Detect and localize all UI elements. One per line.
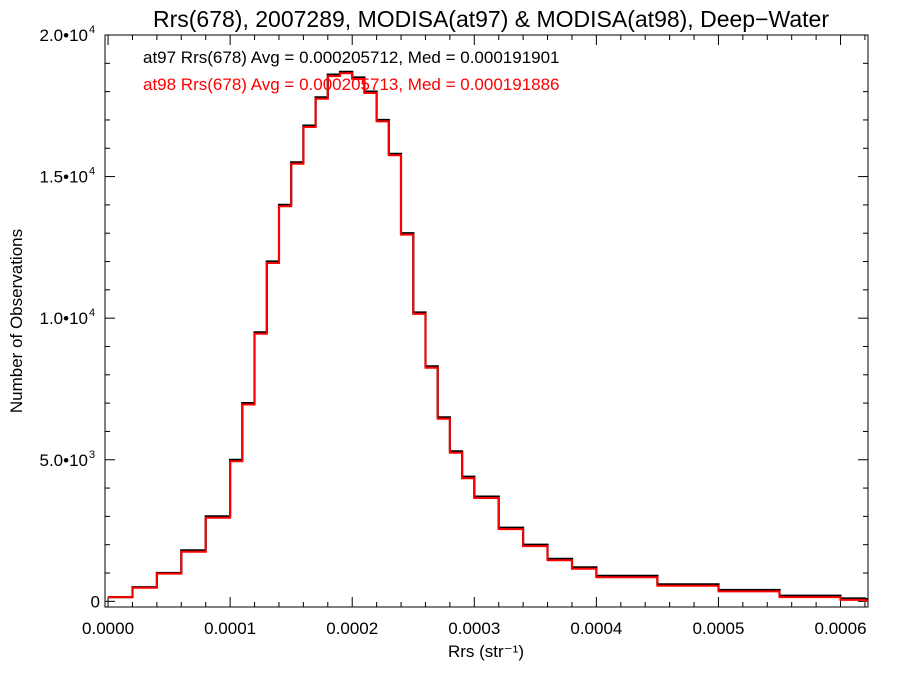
y-tick-exponent: 4: [89, 166, 95, 178]
series-line-1: [108, 72, 868, 602]
plot-frame: [104, 34, 869, 608]
x-tick-label: 0.0000: [82, 619, 134, 638]
x-tick-label: 0.0001: [204, 619, 256, 638]
series-layer: [108, 70, 868, 602]
x-tick-label: 0.0002: [326, 619, 378, 638]
y-tick-label: 5.0•10: [40, 451, 89, 470]
x-axis: 0.0000 0.0001 0.0002 0.0003 0.0004 0.0005 0.00…: [82, 35, 867, 638]
series-line-0: [108, 70, 868, 601]
x-tick-label: 0.0004: [570, 619, 622, 638]
y-tick-label: 1.5•10: [40, 168, 89, 187]
y-tick-mantissa: 0: [91, 592, 100, 611]
annotation-1: at98 Rrs(678) Avg = 0.000205713, Med = 0…: [143, 75, 560, 94]
y-tick-exponent: 4: [89, 307, 95, 319]
annotation-0: at97 Rrs(678) Avg = 0.000205712, Med = 0…: [143, 48, 560, 67]
y-tick-mantissa: 1.5•10: [40, 168, 89, 187]
y-tick-mantissa: 2.0•10: [40, 26, 89, 45]
y-tick-mantissa: 5.0•10: [40, 451, 89, 470]
y-tick-label: 0: [91, 592, 100, 611]
x-tick-label: 0.0006: [815, 619, 867, 638]
x-tick-label: 0.0003: [448, 619, 500, 638]
y-tick-mantissa: 1.0•10: [40, 309, 89, 328]
x-axis-label: Rrs (str⁻¹): [448, 642, 524, 661]
y-axis: 05.0•10 31.0•10 41.5•10 42.0•10 4: [40, 24, 868, 611]
y-tick-exponent: 3: [89, 449, 95, 461]
y-tick-exponent: 4: [89, 24, 95, 36]
stats-annotations: at97 Rrs(678) Avg = 0.000205712, Med = 0…: [143, 48, 560, 94]
x-tick-label: 0.0005: [692, 619, 744, 638]
y-tick-label: 2.0•10: [40, 26, 89, 45]
chart-title: Rrs(678), 2007289, MODISA(at97) & MODISA…: [153, 6, 829, 32]
y-tick-label: 1.0•10: [40, 309, 89, 328]
y-axis-label: Number of Observations: [7, 229, 26, 413]
